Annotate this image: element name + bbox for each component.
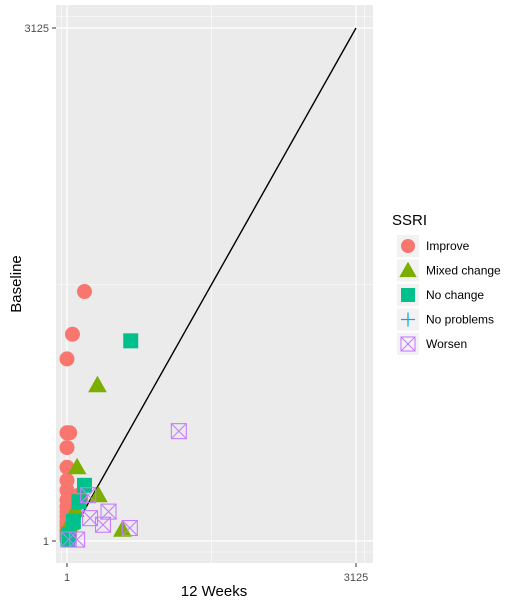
point-worsen-4-mark-box	[81, 510, 99, 527]
legend-label-mixed-change: Mixed change	[426, 264, 501, 278]
legend-label-improve: Improve	[426, 239, 470, 253]
legend-key-worsen	[400, 336, 416, 352]
point-mixed-change-0	[88, 375, 107, 393]
plot-panel	[56, 5, 373, 563]
point-worsen-4	[81, 510, 99, 527]
point-improve-5-mark	[59, 440, 75, 456]
point-worsen-1-mark-box	[80, 487, 97, 504]
point-worsen-5-mark-diag2	[95, 516, 111, 533]
point-no-change-3-mark	[65, 513, 81, 529]
point-no-change-5	[60, 532, 76, 548]
legend-key-mixed-change-mark	[399, 261, 417, 278]
point-no-change-1	[76, 477, 92, 493]
legend: SSRI Improve Mixed change No change No prob…	[392, 212, 501, 355]
point-improve-1	[64, 326, 80, 342]
point-worsen-4-mark-diag2	[82, 510, 98, 527]
point-improve-1-mark	[64, 326, 80, 342]
point-improve-2	[76, 284, 92, 300]
x-axis-title: 12 Weeks	[181, 583, 247, 600]
reference-line	[66, 27, 357, 542]
point-mixed-change-2-mark	[88, 485, 108, 503]
legend-key-worsen-mark-box	[400, 336, 416, 352]
legend-key-no-change	[401, 288, 415, 302]
legend-key-mixed-change	[399, 261, 417, 278]
point-worsen-5	[94, 516, 112, 533]
legend-key-improve-mark	[401, 239, 415, 253]
legend-key-improve	[401, 239, 415, 253]
x-tick-label: 1	[64, 572, 70, 584]
point-worsen-7	[60, 531, 77, 548]
point-worsen-7-mark-box	[60, 531, 77, 548]
point-improve-0-mark	[59, 351, 75, 367]
point-worsen-5-mark-box	[94, 516, 112, 533]
reference-line-group	[66, 27, 357, 542]
legend-key-no-change-mark	[401, 288, 415, 302]
x-tick-label: 3125	[344, 572, 368, 584]
axes: 1 3125 1 3125	[25, 23, 369, 584]
point-worsen-7-mark-diag2	[60, 531, 77, 548]
point-no-change-3	[65, 513, 81, 529]
point-worsen-6	[69, 531, 86, 548]
point-no-change-5-mark	[60, 532, 76, 548]
point-mixed-change-0-mark	[88, 375, 107, 393]
point-worsen-1-mark-diag2	[80, 487, 97, 504]
point-worsen-1	[80, 487, 97, 504]
point-improve-4	[62, 425, 78, 441]
point-worsen-0-mark-diag2	[170, 423, 187, 440]
legend-title: SSRI	[392, 212, 427, 229]
point-worsen-2-mark-diag2	[100, 503, 117, 520]
grid-lines	[56, 5, 373, 563]
point-improve-0	[59, 351, 75, 367]
point-worsen-3-mark-box	[121, 519, 138, 537]
point-worsen-0-mark-box	[170, 423, 187, 440]
point-worsen-0	[170, 423, 187, 440]
y-tick-label: 3125	[25, 23, 49, 35]
point-no-change-0-mark	[123, 333, 139, 349]
point-mixed-change-1	[67, 457, 87, 475]
legend-key-no-problems	[401, 312, 415, 327]
data-points	[59, 284, 187, 548]
point-improve-2-mark	[76, 284, 92, 300]
point-worsen-6-mark-diag2	[69, 531, 85, 548]
point-no-change-2	[71, 494, 87, 510]
point-mixed-change-1-mark	[67, 457, 87, 475]
point-mixed-change-2	[88, 485, 108, 503]
point-worsen-6-mark-box	[69, 531, 86, 548]
point-improve-4-mark	[62, 425, 78, 441]
legend-label-no-change: No change	[426, 288, 484, 302]
y-tick-label: 1	[43, 536, 49, 548]
point-improve-5	[59, 440, 75, 456]
legend-label-no-problems: No problems	[426, 313, 494, 327]
legend-key-worsen-mark-diag2	[400, 336, 416, 352]
point-no-change-0	[123, 333, 139, 349]
y-axis-title: Baseline	[8, 255, 25, 313]
point-no-change-2-mark	[71, 494, 87, 510]
point-no-change-1-mark	[76, 477, 92, 493]
legend-label-worsen: Worsen	[426, 337, 467, 351]
point-worsen-3	[121, 519, 138, 537]
point-worsen-3-mark-diag2	[121, 520, 138, 536]
